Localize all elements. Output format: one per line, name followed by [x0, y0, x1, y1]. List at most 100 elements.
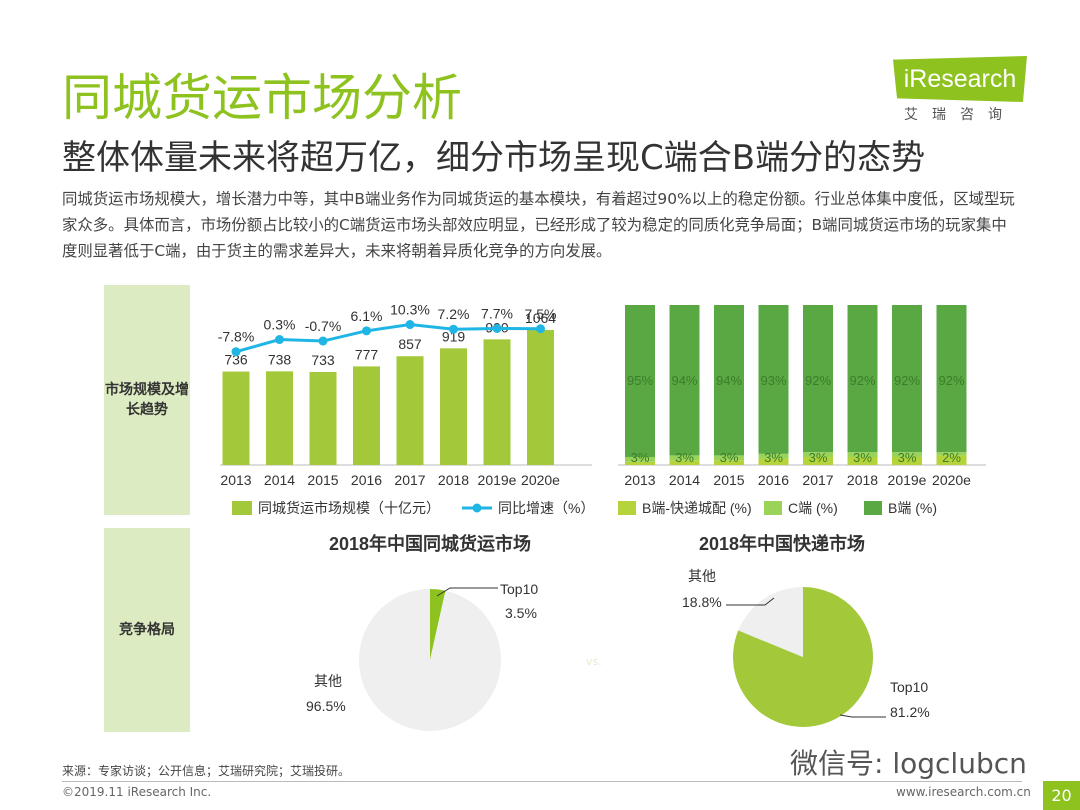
segment-2-2013 — [625, 305, 655, 457]
x-tick-2013: 2013 — [624, 472, 655, 488]
source-note: 来源：专家访谈；公开信息；艾瑞研究院；艾瑞投研。 — [62, 764, 351, 778]
growth-label-2015: -0.7% — [305, 318, 342, 334]
x-tick-2018: 2018 — [438, 472, 469, 488]
b-label-2015: 94% — [716, 373, 742, 388]
growth-point-2016 — [362, 326, 371, 336]
pie2-other-name: 其他 — [688, 568, 716, 584]
c-label-2019e: 3% — [898, 450, 917, 465]
growth-point-2019e — [492, 323, 502, 333]
legend-size-label: 同城货运市场规模（十亿元） — [258, 500, 440, 516]
iresearch-logo: iResearch — [893, 56, 1027, 102]
segment-2-2015 — [714, 305, 744, 456]
x-tick-2015: 2015 — [713, 472, 744, 488]
pie1-top10-name: Top10 — [500, 581, 538, 597]
segment-0-2018 — [847, 457, 878, 465]
bar-label-2016: 777 — [355, 346, 379, 362]
b-label-2020e: 92% — [938, 373, 964, 388]
segment-0-2015 — [714, 460, 744, 465]
bar-label-2014: 738 — [268, 351, 292, 367]
x-tick-2013: 2013 — [220, 472, 251, 488]
pie1-slice-0 — [430, 589, 446, 660]
b-label-2016: 93% — [760, 373, 786, 388]
legend-growth-marker — [472, 503, 482, 513]
pie1-leader — [436, 587, 498, 597]
x-tick-2017: 2017 — [394, 472, 425, 488]
b-label-2013: 95% — [627, 373, 653, 388]
c-label-2013: 3% — [631, 450, 650, 465]
segment-0-2016 — [758, 458, 789, 465]
x-tick-2020e: 2020e — [932, 472, 971, 488]
segment-1-2018 — [847, 452, 878, 457]
bar-size-2014 — [266, 371, 293, 465]
x-tick-2017: 2017 — [802, 472, 833, 488]
x-tick-2016: 2016 — [351, 472, 382, 488]
x-tick-2016: 2016 — [758, 472, 789, 488]
growth-point-2018 — [449, 324, 458, 334]
legend-size-swatch — [232, 501, 252, 515]
section-label-trend-text: 市场规模及增长趋势 — [105, 382, 189, 418]
bar-label-2020e: 1064 — [525, 310, 556, 326]
pie2-title: 2018年中国快递市场 — [699, 533, 865, 554]
segment-2-2020e — [936, 305, 967, 453]
x-tick-2019e: 2019e — [478, 472, 517, 488]
x-tick-2015: 2015 — [307, 472, 338, 488]
segment-1-2016 — [758, 453, 789, 459]
growth-label-2013: -7.8% — [218, 329, 255, 345]
c-label-2016: 3% — [764, 450, 783, 465]
segment-2-2017 — [803, 305, 833, 453]
pie1-slice-1 — [359, 589, 501, 731]
legend-label-1: C端 (%) — [788, 500, 838, 516]
segment-2-2019e — [892, 305, 922, 453]
growth-label-2014: 0.3% — [264, 317, 296, 333]
bar-size-2013 — [222, 371, 250, 465]
b-label-2017: 92% — [805, 373, 831, 388]
bar-size-2015 — [309, 371, 337, 465]
x-tick-2014: 2014 — [669, 472, 700, 488]
segment-1-2017 — [803, 452, 833, 457]
segment-1-2019e — [892, 452, 922, 457]
segment-1-2015 — [714, 455, 744, 461]
b-label-2014: 94% — [671, 373, 697, 388]
segment-0-2013 — [625, 461, 655, 465]
growth-line — [235, 323, 541, 354]
market-size-chart: 736 2013 738 2014 733 2015 777 2016 857 2017 919 20… — [218, 302, 595, 516]
growth-point-2013 — [231, 347, 241, 357]
pie2-top10-leader — [839, 714, 886, 718]
c-label-2018: 3% — [853, 450, 872, 465]
bar-label-2018: 919 — [442, 328, 466, 344]
legend-label-2: B端 (%) — [888, 500, 937, 516]
page-subtitle: 整体体量未来将超万亿，细分市场呈现C端合B端分的态势 — [62, 138, 926, 178]
pie2-slice-other — [738, 587, 803, 657]
legend-label-0: B端-快递城配 (%) — [642, 500, 752, 516]
segment-2-2014 — [669, 305, 700, 456]
pie2-top10-value: 81.2% — [890, 704, 930, 720]
pie2-other-leader — [726, 597, 775, 606]
legend-swatch-1 — [764, 501, 782, 515]
c-label-2014: 3% — [675, 450, 694, 465]
c-label-2017: 3% — [809, 450, 828, 465]
pie1-title: 2018年中国同城货运市场 — [329, 533, 531, 554]
summary-paragraph: 同城货运市场规模大，增长潜力中等，其中B端业务作为同城货运的基本模块，有着超过9… — [62, 190, 1015, 260]
section-label-competition: 竞争格局 — [104, 528, 190, 732]
growth-label-2019e: 7.7% — [481, 305, 513, 321]
pie2-top10-name: Top10 — [890, 679, 928, 695]
segment-1-2013 — [625, 457, 655, 462]
bar-label-2017: 857 — [398, 336, 422, 352]
section-label-trend: 市场规模及增长趋势 — [104, 285, 190, 515]
intracity-pie-chart: 2018年中国同城货运市场 Top10 3.5% 其他 96.5% — [306, 533, 538, 731]
segment-1-2014 — [669, 455, 700, 461]
section-label-competition-text: 竞争格局 — [119, 622, 175, 638]
pie1-top10-value: 3.5% — [505, 605, 537, 621]
pie1-other-value: 96.5% — [306, 698, 346, 714]
segment-1-2020e — [936, 452, 967, 456]
segment-2-2016 — [758, 305, 789, 454]
growth-point-2015 — [318, 336, 328, 346]
legend-swatch-0 — [618, 501, 636, 515]
pie1-other-name: 其他 — [314, 673, 342, 689]
growth-label-2018: 7.2% — [438, 306, 470, 322]
page-title: 同城货运市场分析 — [62, 69, 462, 127]
segment-0-2017 — [803, 457, 833, 465]
logo-cn-text: 艾瑞咨询 — [904, 107, 1016, 123]
growth-point-2014 — [275, 335, 284, 345]
